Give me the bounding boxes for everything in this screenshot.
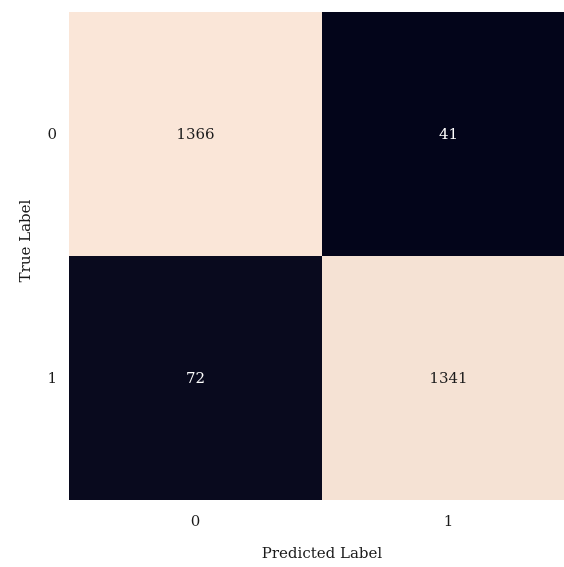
y-tick-label-0: 0 [47,125,57,143]
cell-value-r1-c0: 72 [186,369,205,387]
heatmap-cell-r1-c1 [322,256,564,500]
y-axis-title: True Label [16,199,34,282]
heatmap-cell-r0-c0 [69,12,322,256]
x-tick-label-0: 0 [191,512,201,530]
x-axis-title: Predicted Label [262,544,383,562]
heatmap-cells [69,12,564,500]
heatmap-cell-labels: 1366 41 72 1341 [176,125,467,387]
cell-value-r0-c1: 41 [439,125,458,143]
heatmap-cell-r0-c1 [322,12,564,256]
y-tick-label-1: 1 [47,369,57,387]
y-axis-ticks: 01 [47,125,57,387]
x-tick-label-1: 1 [444,512,454,530]
heatmap-cell-r1-c0 [69,256,322,500]
cell-value-r0-c0: 1366 [176,125,214,143]
cell-value-r1-c1: 1341 [429,369,467,387]
